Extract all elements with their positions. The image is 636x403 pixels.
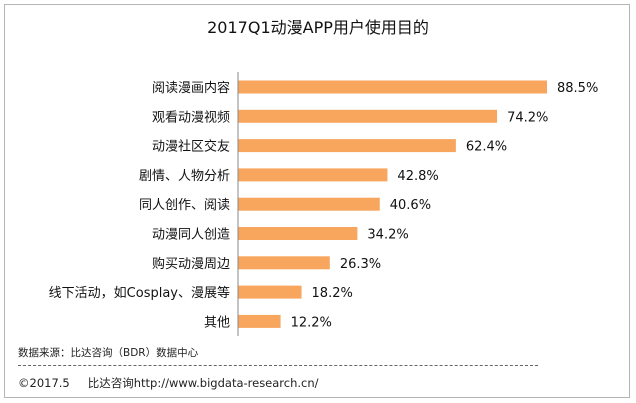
value-label: 40.6%: [390, 198, 431, 213]
company-website: 比达咨询http://www.bigdata-research.cn/: [87, 376, 319, 390]
category-label: 剧情、人物分析: [139, 169, 230, 184]
category-label: 动漫社区交友: [152, 139, 230, 155]
bar-2: [238, 109, 498, 123]
category-label: 线下活动，如Cosplay、漫展等: [49, 285, 230, 301]
value-label: 26.3%: [340, 257, 381, 272]
bar-8: [238, 285, 302, 299]
copyright-text: ©2017.5: [18, 376, 70, 390]
category-label: 阅读漫画内容: [152, 80, 230, 96]
bar-4: [238, 168, 388, 182]
data-source-note: 数据来源：比达咨询（BDR）数据中心: [18, 347, 199, 359]
footer-divider: [18, 365, 538, 366]
value-label: 42.8%: [397, 169, 438, 184]
value-label: 12.2%: [291, 315, 332, 330]
category-label: 动漫同人创造: [152, 228, 230, 243]
bar-7: [238, 256, 330, 270]
bar-1: [238, 80, 547, 94]
bar-3: [238, 139, 456, 153]
value-label: 88.5%: [557, 81, 598, 96]
category-label: 同人创作、阅读: [139, 198, 230, 213]
bar-6: [238, 227, 358, 240]
value-label: 34.2%: [367, 228, 408, 243]
copyright-line: ©2017.5 比达咨询http://www.bigdata-research.c…: [18, 375, 337, 391]
bar-5: [238, 197, 380, 211]
chart-title: 2017Q1动漫APP用户使用目的: [207, 18, 429, 37]
value-label: 62.4%: [466, 140, 507, 155]
category-label: 其他: [204, 315, 230, 330]
category-label: 观看动漫视频: [152, 109, 230, 125]
value-label: 18.2%: [312, 286, 353, 301]
category-label: 购买动漫周边: [152, 256, 230, 272]
value-label: 74.2%: [507, 110, 548, 125]
bar-9: [238, 314, 281, 328]
